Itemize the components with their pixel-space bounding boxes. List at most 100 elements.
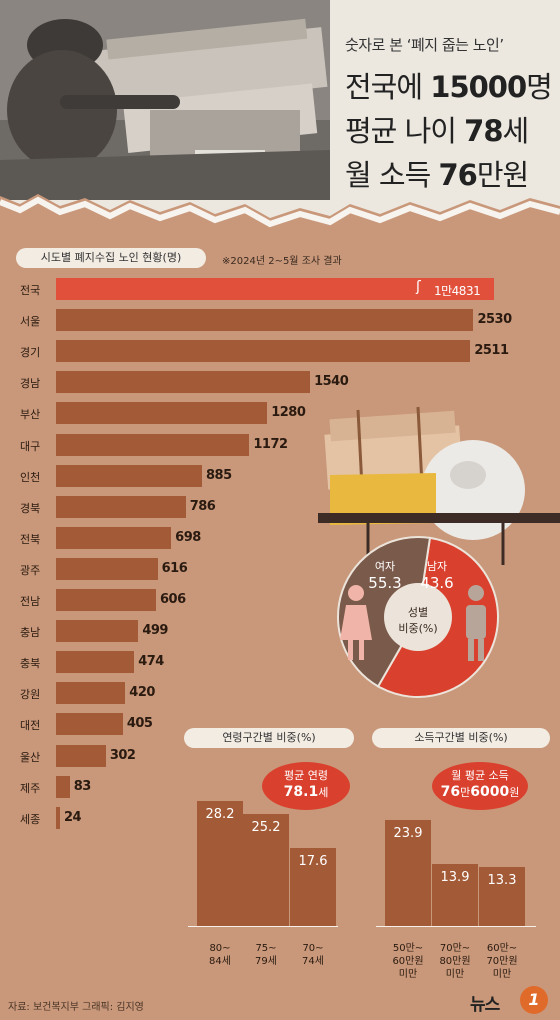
- region-bar: [56, 806, 60, 829]
- region-label: 전국: [20, 284, 41, 297]
- female-share-label: 여자 55.3: [368, 560, 402, 592]
- region-label: 인천: [20, 470, 41, 484]
- vertical-bar: [479, 866, 525, 926]
- region-value: 405: [126, 716, 153, 732]
- gender-pie-illustration: [318, 406, 560, 698]
- male-person-icon: [466, 585, 486, 661]
- vertical-bar: [385, 819, 431, 926]
- region-bar: [56, 651, 135, 674]
- header: 숫자로 본 ‘폐지 줍는 노인’ 전국에 15000명 평균 나이 78세 월 …: [0, 0, 560, 232]
- bar-category: 75~ 79세: [255, 943, 277, 967]
- region-bar: [56, 309, 474, 332]
- region-label: 강원: [20, 688, 41, 702]
- region-value: 499: [142, 623, 168, 639]
- headline-total: 전국에 15000명: [345, 70, 553, 104]
- cardboard-icon: [330, 473, 436, 525]
- headline-income: 월 소득 76만원: [345, 158, 529, 192]
- region-bar: [56, 620, 139, 643]
- region-label: 경남: [20, 377, 41, 391]
- region-label: 경북: [20, 501, 41, 515]
- elderly-collecting-paper-photo: [0, 0, 330, 200]
- pie-center-label: 성별 비중(%): [398, 606, 438, 635]
- region-label: 제주: [20, 781, 41, 795]
- region-label: 충남: [20, 626, 41, 640]
- region-value: 885: [206, 467, 232, 483]
- region-value: 2530: [477, 312, 512, 328]
- bar-category: 70~ 74세: [302, 943, 324, 967]
- baseline: [188, 926, 338, 927]
- region-label: 전남: [20, 595, 41, 608]
- average-income-bubble: 월 평균 소득 76만6000원: [432, 762, 528, 810]
- headline-age: 평균 나이 78세: [345, 114, 529, 148]
- bar-value: 13.3: [487, 872, 517, 888]
- region-value: 2511: [474, 343, 509, 359]
- region-bar: [56, 433, 250, 456]
- sack-icon: [421, 440, 525, 540]
- region-label: 전북: [20, 532, 41, 546]
- vertical-bar: [243, 813, 289, 926]
- region-chart-title: 시도별 폐지수집 노인 현황(명): [16, 248, 206, 268]
- cart-bar: [318, 513, 560, 523]
- region-label: 광주: [20, 563, 41, 577]
- region-value: 302: [109, 747, 136, 763]
- axis-break-mark: ʃ: [416, 279, 421, 295]
- baseline: [376, 926, 536, 927]
- region-bar: [56, 278, 494, 300]
- bar-value: 23.9: [393, 825, 423, 841]
- male-share-label: 남자 43.6: [420, 560, 454, 592]
- region-bar: [56, 589, 156, 611]
- age-chart-title: 연령구간별 비중(%): [184, 728, 354, 748]
- vertical-bar: [197, 800, 243, 926]
- region-value: 1540: [314, 374, 349, 390]
- region-value: 474: [138, 654, 164, 670]
- news1-logo-icon: 1: [520, 986, 548, 1014]
- region-bar: [56, 495, 186, 518]
- region-label: 부산: [20, 408, 41, 422]
- bar-category: 60만~ 70만원 미만: [486, 943, 518, 980]
- region-bar: [56, 526, 172, 549]
- source-credit: 자료: 보건복지부 그래픽: 김지영: [8, 1002, 144, 1013]
- bar-value: 13.9: [440, 870, 470, 886]
- region-bar: [56, 744, 106, 767]
- region-bar: [56, 464, 203, 487]
- region-chart-note: ※2024년 2~5월 조사 결과: [222, 256, 342, 267]
- region-bar: [56, 557, 158, 580]
- region-label: 충북: [20, 657, 41, 671]
- region-value: 420: [129, 685, 155, 701]
- bar-category: 50만~ 60만원 미만: [392, 943, 424, 980]
- region-label: 서울: [20, 315, 41, 329]
- bar-category: 80~ 84세: [209, 943, 231, 967]
- region-value: 698: [175, 529, 201, 545]
- region-value: 1280: [271, 405, 306, 421]
- bar-value: 25.2: [251, 819, 281, 835]
- vertical-bar: [290, 847, 336, 926]
- subtitle: 숫자로 본 ‘폐지 줍는 노인’: [345, 36, 504, 54]
- average-age-bubble: 평균 연령 78.1세: [262, 762, 350, 810]
- female-person-icon: [340, 585, 372, 660]
- region-value: 606: [159, 592, 186, 607]
- region-bar: [56, 402, 268, 425]
- region-label: 대전: [20, 719, 41, 733]
- region-bar: [56, 371, 311, 394]
- region-value: 1만4831: [434, 284, 481, 298]
- region-value: 616: [161, 560, 188, 576]
- region-label: 대구: [20, 439, 41, 453]
- region-value: 1172: [253, 436, 288, 452]
- region-value: 83: [73, 778, 92, 794]
- region-label: 세종: [20, 812, 41, 826]
- region-label: 경기: [20, 346, 41, 360]
- region-value: 786: [189, 498, 216, 514]
- region-bar: [56, 713, 123, 736]
- torn-paper-edge: [0, 194, 560, 232]
- vertical-bar: [432, 864, 478, 926]
- region-label: 울산: [20, 750, 41, 764]
- bar-value: 28.2: [205, 806, 235, 822]
- bar-category: 70만~ 80만원 미만: [439, 943, 471, 980]
- region-value: 24: [63, 809, 82, 825]
- region-bar: [56, 340, 471, 363]
- bar-value: 17.6: [298, 853, 328, 869]
- region-bar: [56, 775, 70, 798]
- income-chart-title: 소득구간별 비중(%): [372, 728, 550, 748]
- region-bar: [56, 682, 126, 705]
- news1-logo-text: 뉴스: [470, 995, 500, 1015]
